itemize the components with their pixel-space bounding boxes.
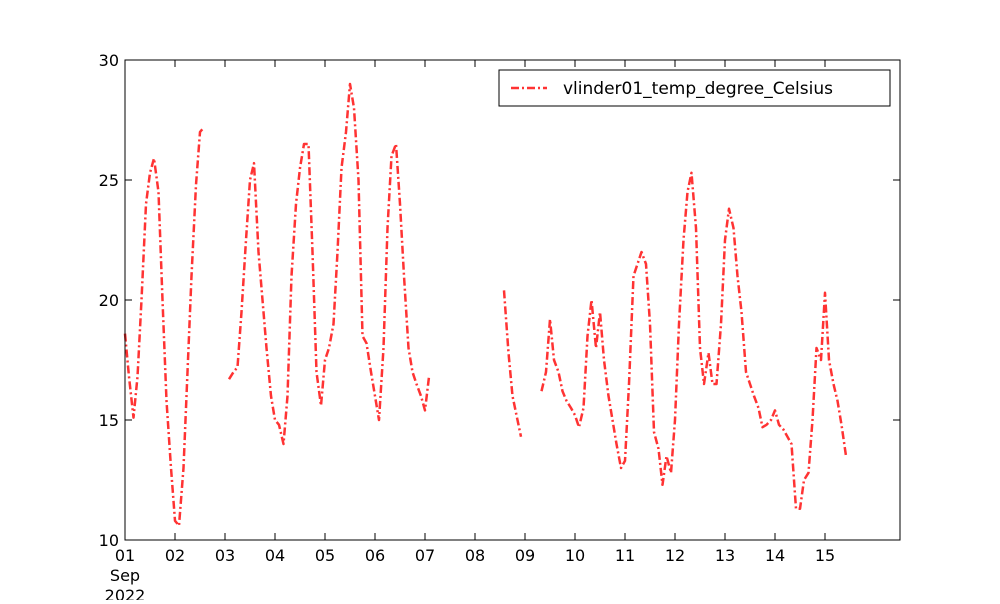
y-tick-label: 10 (99, 531, 119, 550)
legend-box (498, 69, 891, 107)
series-line-segment (227, 82, 431, 446)
x-tick-label: 07 (415, 546, 435, 565)
y-tick-label: 25 (99, 171, 119, 190)
x-tick-sublabel-month: Sep (110, 566, 140, 585)
series-line-segment (123, 126, 205, 527)
x-tick-label: 09 (515, 546, 535, 565)
x-tick-label: 06 (365, 546, 385, 565)
y-tick-label: 30 (99, 51, 119, 70)
x-tick-label: 02 (165, 546, 185, 565)
x-tick-label: 05 (315, 546, 335, 565)
x-tick-label: 14 (765, 546, 785, 565)
legend-label: vlinder01_temp_degree_Celsius (563, 79, 833, 99)
x-tick-label: 15 (815, 546, 835, 565)
y-tick-label: 15 (99, 411, 119, 430)
x-tick-label: 03 (215, 546, 235, 565)
x-tick-label: 04 (265, 546, 285, 565)
x-tick-label: 11 (615, 546, 635, 565)
x-tick-label: 12 (665, 546, 685, 565)
x-tick-label: 08 (465, 546, 485, 565)
legend: vlinder01_temp_degree_Celsius (498, 69, 891, 107)
series-line-segment (540, 171, 848, 511)
x-tick-label: 01 (115, 546, 135, 565)
x-tick-sublabel-year: 2022 (105, 586, 146, 600)
x-tick-label: 10 (565, 546, 585, 565)
series-line-segment (502, 290, 523, 438)
x-tick-label: 13 (715, 546, 735, 565)
y-tick-label: 20 (99, 291, 119, 310)
